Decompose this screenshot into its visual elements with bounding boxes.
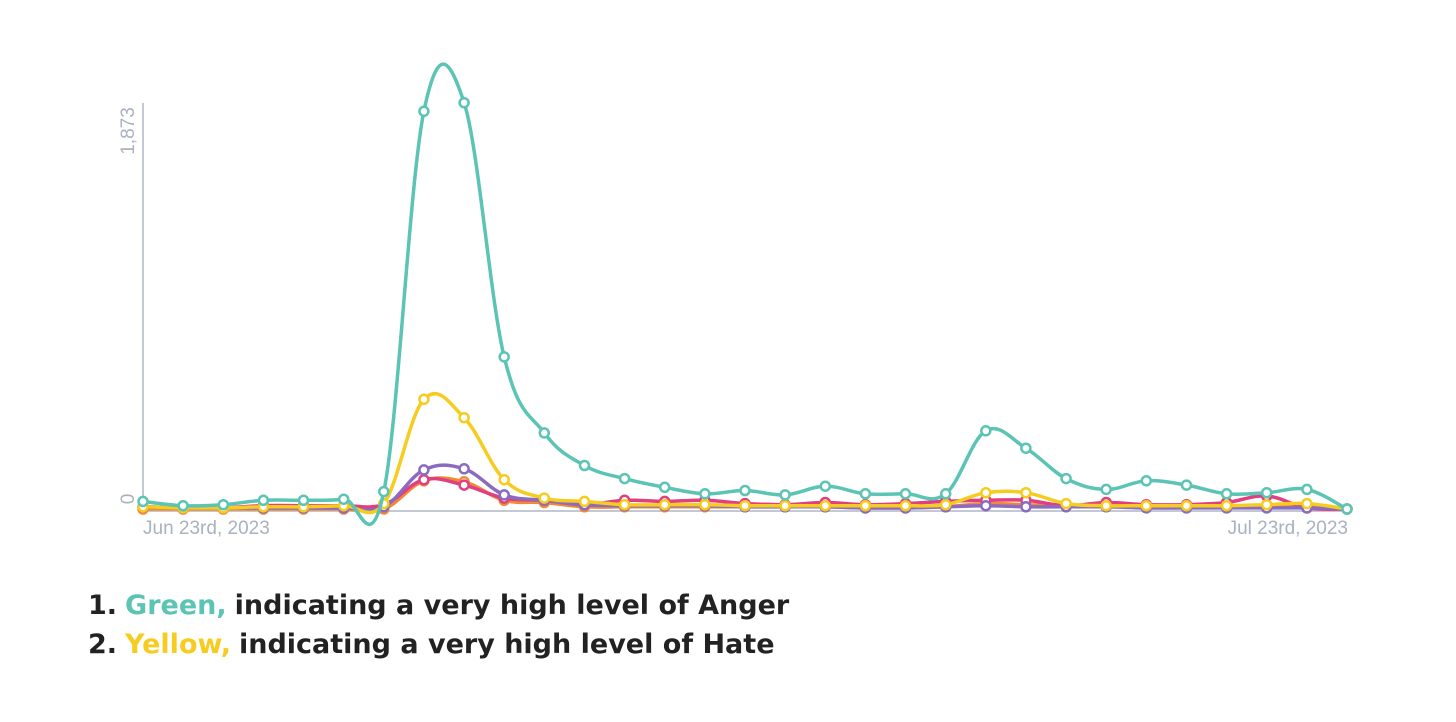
data-point[interactable] — [1140, 499, 1153, 512]
data-point[interactable] — [1180, 499, 1193, 512]
data-point[interactable] — [337, 493, 350, 505]
data-point[interactable] — [578, 459, 591, 472]
data-point[interactable] — [1020, 442, 1032, 454]
data-point[interactable] — [1140, 475, 1153, 487]
data-point[interactable] — [418, 105, 430, 118]
data-point[interactable] — [859, 499, 872, 512]
data-point[interactable] — [658, 498, 671, 511]
data-point[interactable] — [217, 498, 230, 511]
data-point[interactable] — [1301, 483, 1313, 496]
data-point[interactable] — [498, 351, 510, 363]
legend: 1. Green, indicating a very high level of … — [88, 586, 789, 664]
data-point[interactable] — [458, 479, 470, 491]
data-point[interactable] — [939, 488, 952, 500]
data-point[interactable] — [1341, 503, 1353, 515]
data-point[interactable] — [418, 393, 430, 406]
data-point[interactable] — [618, 498, 631, 511]
y-tick-min-label: 0 — [118, 494, 139, 505]
data-point[interactable] — [779, 489, 791, 501]
data-point[interactable] — [177, 499, 189, 512]
data-point[interactable] — [1180, 479, 1193, 491]
data-point[interactable] — [699, 488, 711, 500]
series-1 — [137, 62, 1353, 526]
data-point[interactable] — [699, 498, 711, 511]
data-point[interactable] — [538, 427, 551, 439]
series-layer — [137, 62, 1353, 526]
data-point[interactable] — [1220, 499, 1233, 512]
data-point[interactable] — [899, 488, 912, 500]
data-point[interactable] — [980, 499, 992, 512]
data-point[interactable] — [819, 480, 832, 492]
data-point[interactable] — [137, 495, 149, 508]
data-point[interactable] — [939, 498, 952, 511]
data-point[interactable] — [980, 425, 992, 437]
legend-item-green: 1. Green, indicating a very high level of … — [88, 586, 789, 625]
data-point[interactable] — [378, 485, 390, 498]
data-point[interactable] — [658, 481, 671, 494]
series-1-line — [142, 62, 1348, 526]
data-point[interactable] — [899, 499, 912, 512]
data-point[interactable] — [498, 473, 510, 486]
data-point[interactable] — [418, 473, 430, 486]
legend-number: 1. — [88, 590, 118, 621]
data-point[interactable] — [458, 96, 470, 109]
data-point[interactable] — [819, 499, 832, 512]
data-point[interactable] — [739, 484, 751, 497]
legend-item-yellow: 2. Yellow, indicating a very high level of… — [88, 625, 789, 664]
data-point[interactable] — [980, 486, 992, 499]
data-point[interactable] — [578, 495, 591, 508]
series-2 — [137, 391, 1353, 515]
x-tick-start-label: Jun 23rd, 2023 — [143, 518, 270, 539]
data-point[interactable] — [1301, 497, 1313, 510]
data-point[interactable] — [257, 494, 270, 507]
data-point[interactable] — [1020, 501, 1032, 513]
data-point[interactable] — [779, 499, 791, 512]
data-point[interactable] — [1100, 483, 1112, 496]
data-point[interactable] — [1260, 486, 1273, 499]
data-point[interactable] — [458, 463, 470, 475]
legend-color-word: Yellow, — [125, 629, 231, 660]
data-point[interactable] — [297, 494, 310, 507]
x-tick-end-label: Jul 23rd, 2023 — [1228, 518, 1348, 539]
data-point[interactable] — [859, 488, 872, 500]
data-point[interactable] — [1220, 488, 1233, 500]
legend-number: 2. — [88, 629, 118, 660]
data-point[interactable] — [739, 499, 751, 512]
legend-description: indicating a very high level of Hate — [238, 629, 775, 660]
data-point[interactable] — [1100, 499, 1112, 512]
data-point[interactable] — [1260, 498, 1273, 511]
data-point[interactable] — [618, 472, 631, 485]
data-point[interactable] — [418, 464, 430, 476]
y-tick-max-label: 1,873 — [118, 107, 139, 155]
data-point[interactable] — [1060, 497, 1072, 510]
data-point[interactable] — [1020, 486, 1032, 499]
data-point[interactable] — [498, 489, 510, 501]
data-point[interactable] — [538, 492, 551, 504]
legend-description: indicating a very high level of Anger — [234, 590, 790, 621]
legend-color-word: Green, — [125, 590, 227, 621]
data-point[interactable] — [458, 411, 470, 424]
data-point[interactable] — [1060, 472, 1072, 485]
